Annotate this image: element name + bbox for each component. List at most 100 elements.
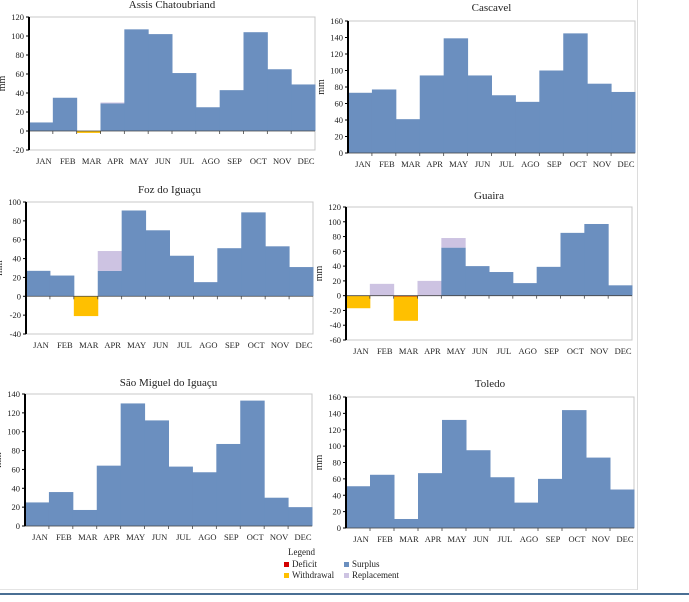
x-tick-label: MAR: [82, 156, 102, 166]
y-tick-label: 100: [7, 427, 20, 437]
chart-title: Assis Chatoubriand: [129, 0, 216, 11]
bar-surplus-oct: [241, 212, 266, 297]
bar-surplus-dec: [288, 507, 313, 526]
y-tick-label: 120: [11, 12, 24, 22]
x-tick-label: FEB: [377, 534, 393, 544]
y-tick-label: 100: [328, 441, 341, 451]
chart-cascavel: Cascavel 0 20 40 60 80 100 120 140 160 mm JAN FEB MAR…: [316, 2, 636, 169]
x-tick-label: OCT: [567, 346, 585, 356]
bar-surplus-oct: [562, 410, 587, 528]
bar-surplus-nov: [264, 497, 289, 526]
x-tick-label: MAY: [447, 346, 466, 356]
y-tick-label: 0: [337, 291, 341, 301]
bar-withdrawal-mar: [73, 296, 99, 317]
y-axis-label: mm: [314, 455, 325, 471]
bar-surplus-apr: [96, 465, 122, 526]
window-bottom-border: [0, 593, 689, 595]
x-tick-label: JAN: [353, 346, 369, 356]
y-tick-label: 0: [20, 126, 24, 136]
bar-surplus-oct: [560, 232, 585, 296]
bar-withdrawal-jan: [346, 295, 371, 309]
x-tick-label: DEC: [295, 532, 312, 542]
y-tick-label: 100: [8, 197, 21, 207]
y-tick-label: 120: [328, 425, 341, 435]
chart-title: Toledo: [475, 378, 506, 390]
bar-surplus-sep: [538, 478, 563, 528]
y-tick-label: 100: [11, 31, 24, 41]
bar-surplus-mar: [395, 119, 421, 153]
x-tick-label: DEC: [617, 534, 634, 544]
bar-surplus-jan: [26, 270, 51, 297]
legend-swatch-replacement: [344, 573, 349, 578]
y-tick-label: 60: [333, 246, 342, 256]
x-tick-label: JUN: [475, 159, 491, 169]
x-tick-label: MAY: [449, 159, 468, 169]
bar-surplus-feb: [371, 89, 397, 153]
x-tick-label: FEB: [379, 159, 395, 169]
x-tick-label: APR: [424, 346, 441, 356]
x-tick-label: AGO: [521, 159, 539, 169]
y-tick-label: 140: [330, 33, 343, 43]
bar-surplus-ago: [192, 472, 217, 526]
legend-label-deficit: Deficit: [292, 559, 317, 569]
legend-item-deficit: Deficit: [284, 559, 344, 570]
x-tick-label: JAN: [33, 340, 49, 350]
x-tick-label: NOV: [593, 159, 612, 169]
x-tick-label: JUN: [155, 156, 171, 166]
legend: Legend Deficit Surplus Withdrawal Replac…: [284, 547, 434, 581]
x-tick-label: APR: [107, 156, 124, 166]
bar-surplus-ago: [193, 282, 218, 297]
y-tick-label: 80: [12, 446, 21, 456]
bar-surplus-dec: [289, 267, 314, 297]
x-tick-label: AGO: [519, 346, 537, 356]
x-tick-label: AGO: [520, 534, 538, 544]
y-tick-label: -40: [330, 320, 341, 330]
bar-replacement-may: [441, 238, 466, 248]
y-tick-label: 40: [16, 88, 25, 98]
bar-surplus-jun: [466, 450, 491, 528]
bar-surplus-nov: [265, 246, 290, 297]
bar-surplus-sep: [539, 70, 564, 153]
x-tick-label: DEC: [296, 340, 313, 350]
bar-surplus-jan: [25, 502, 50, 526]
chart-title: Cascavel: [472, 2, 512, 14]
bar-surplus-jun: [145, 230, 170, 297]
bar-surplus-sep: [217, 248, 242, 297]
chart-title: São Miguel do Iguaçu: [120, 377, 218, 389]
legend-label-withdrawal: Withdrawal: [292, 570, 335, 580]
bar-surplus-jun: [144, 420, 169, 526]
y-tick-label: 40: [335, 115, 344, 125]
bar-surplus-jul: [491, 95, 516, 153]
bar-replacement-feb: [369, 283, 395, 296]
x-tick-label: SEP: [224, 532, 239, 542]
bar-surplus-jul: [172, 73, 197, 131]
bar-surplus-may: [120, 403, 146, 526]
bar-surplus-feb: [52, 97, 78, 131]
y-tick-label: 0: [16, 521, 20, 531]
bar-surplus-may: [121, 210, 147, 297]
x-tick-label: MAR: [78, 532, 98, 542]
bar-surplus-jul: [169, 255, 194, 297]
bar-surplus-jun: [465, 266, 490, 296]
x-tick-label: JUN: [473, 534, 489, 544]
y-tick-label: 20: [13, 272, 22, 282]
bar-surplus-apr: [100, 103, 125, 131]
bar-surplus-feb: [48, 492, 74, 526]
bar-surplus-mar: [72, 509, 98, 526]
y-tick-label: 0: [339, 148, 343, 158]
bar-surplus-jan: [29, 122, 54, 131]
y-tick-label: 140: [7, 389, 20, 399]
x-tick-label: OCT: [569, 534, 587, 544]
bar-surplus-ago: [512, 283, 538, 296]
x-tick-label: MAR: [401, 159, 421, 169]
bar-surplus-jan: [348, 92, 373, 153]
bar-surplus-may: [442, 419, 467, 528]
chart-title: Foz do Iguaçu: [138, 184, 201, 196]
bar-surplus-jun: [148, 34, 173, 131]
y-tick-label: -20: [10, 310, 21, 320]
y-tick-label: 0: [17, 291, 21, 301]
bar-surplus-oct: [240, 400, 265, 526]
bar-surplus-nov: [584, 223, 609, 296]
y-tick-label: 120: [330, 49, 343, 59]
